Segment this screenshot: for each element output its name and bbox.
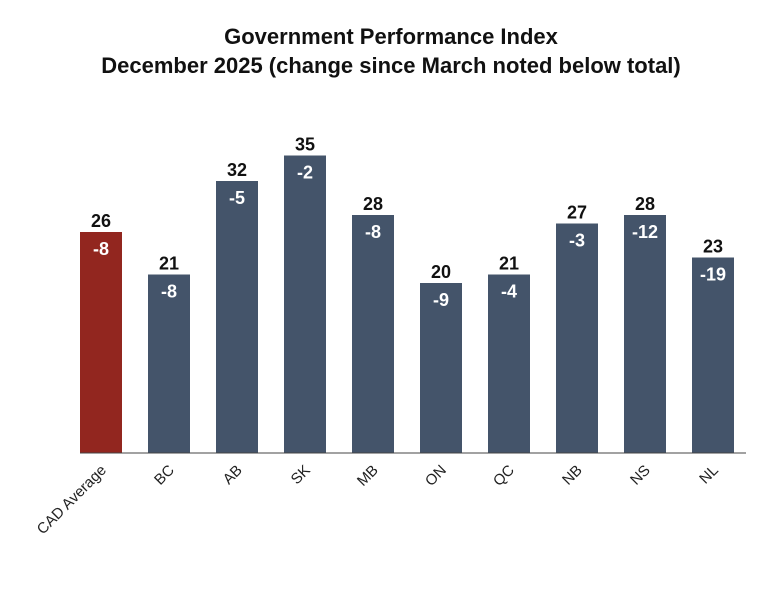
bar-nl [692, 257, 734, 453]
chart-subtitle: December 2025 (change since March noted … [101, 53, 681, 78]
chart-title: Government Performance Index [224, 24, 559, 49]
change-label: -4 [501, 282, 517, 302]
value-label: 28 [363, 194, 383, 214]
category-tick-label: NS [627, 462, 654, 489]
category-tick-label: NB [559, 462, 586, 489]
category-tick-label: CAD Average [34, 462, 110, 538]
change-label: -2 [297, 163, 313, 183]
change-label: -8 [161, 282, 177, 302]
change-label: -19 [700, 265, 726, 285]
value-label: 26 [91, 211, 111, 231]
bar-ab [216, 181, 258, 453]
change-label: -5 [229, 188, 245, 208]
category-tick-label: QC [490, 462, 518, 490]
bar-mb [352, 215, 394, 453]
category-tick-label: AB [220, 462, 246, 488]
value-label: 27 [567, 203, 587, 223]
bar-cad-average [80, 232, 122, 453]
change-label: -8 [93, 239, 109, 259]
value-label: 23 [703, 237, 723, 257]
category-tick-label: SK [288, 462, 314, 488]
value-label: 32 [227, 160, 247, 180]
bar-nb [556, 223, 598, 453]
category-tick-label: ON [422, 462, 450, 490]
category-tick-label: NL [696, 462, 722, 488]
bar-bc [148, 274, 190, 453]
change-label: -3 [569, 231, 585, 251]
bar-ns [624, 215, 666, 453]
value-label: 21 [499, 254, 519, 274]
change-label: -9 [433, 290, 449, 310]
change-label: -12 [632, 222, 658, 242]
value-label: 35 [295, 135, 315, 155]
bar-on [420, 283, 462, 453]
value-label: 21 [159, 254, 179, 274]
category-tick-label: BC [151, 462, 178, 489]
change-label: -8 [365, 222, 381, 242]
bar-sk [284, 155, 326, 453]
value-label: 20 [431, 262, 451, 282]
bar-qc [488, 274, 530, 453]
bars-group [80, 155, 734, 453]
value-label: 28 [635, 194, 655, 214]
category-tick-label: MB [354, 462, 382, 490]
